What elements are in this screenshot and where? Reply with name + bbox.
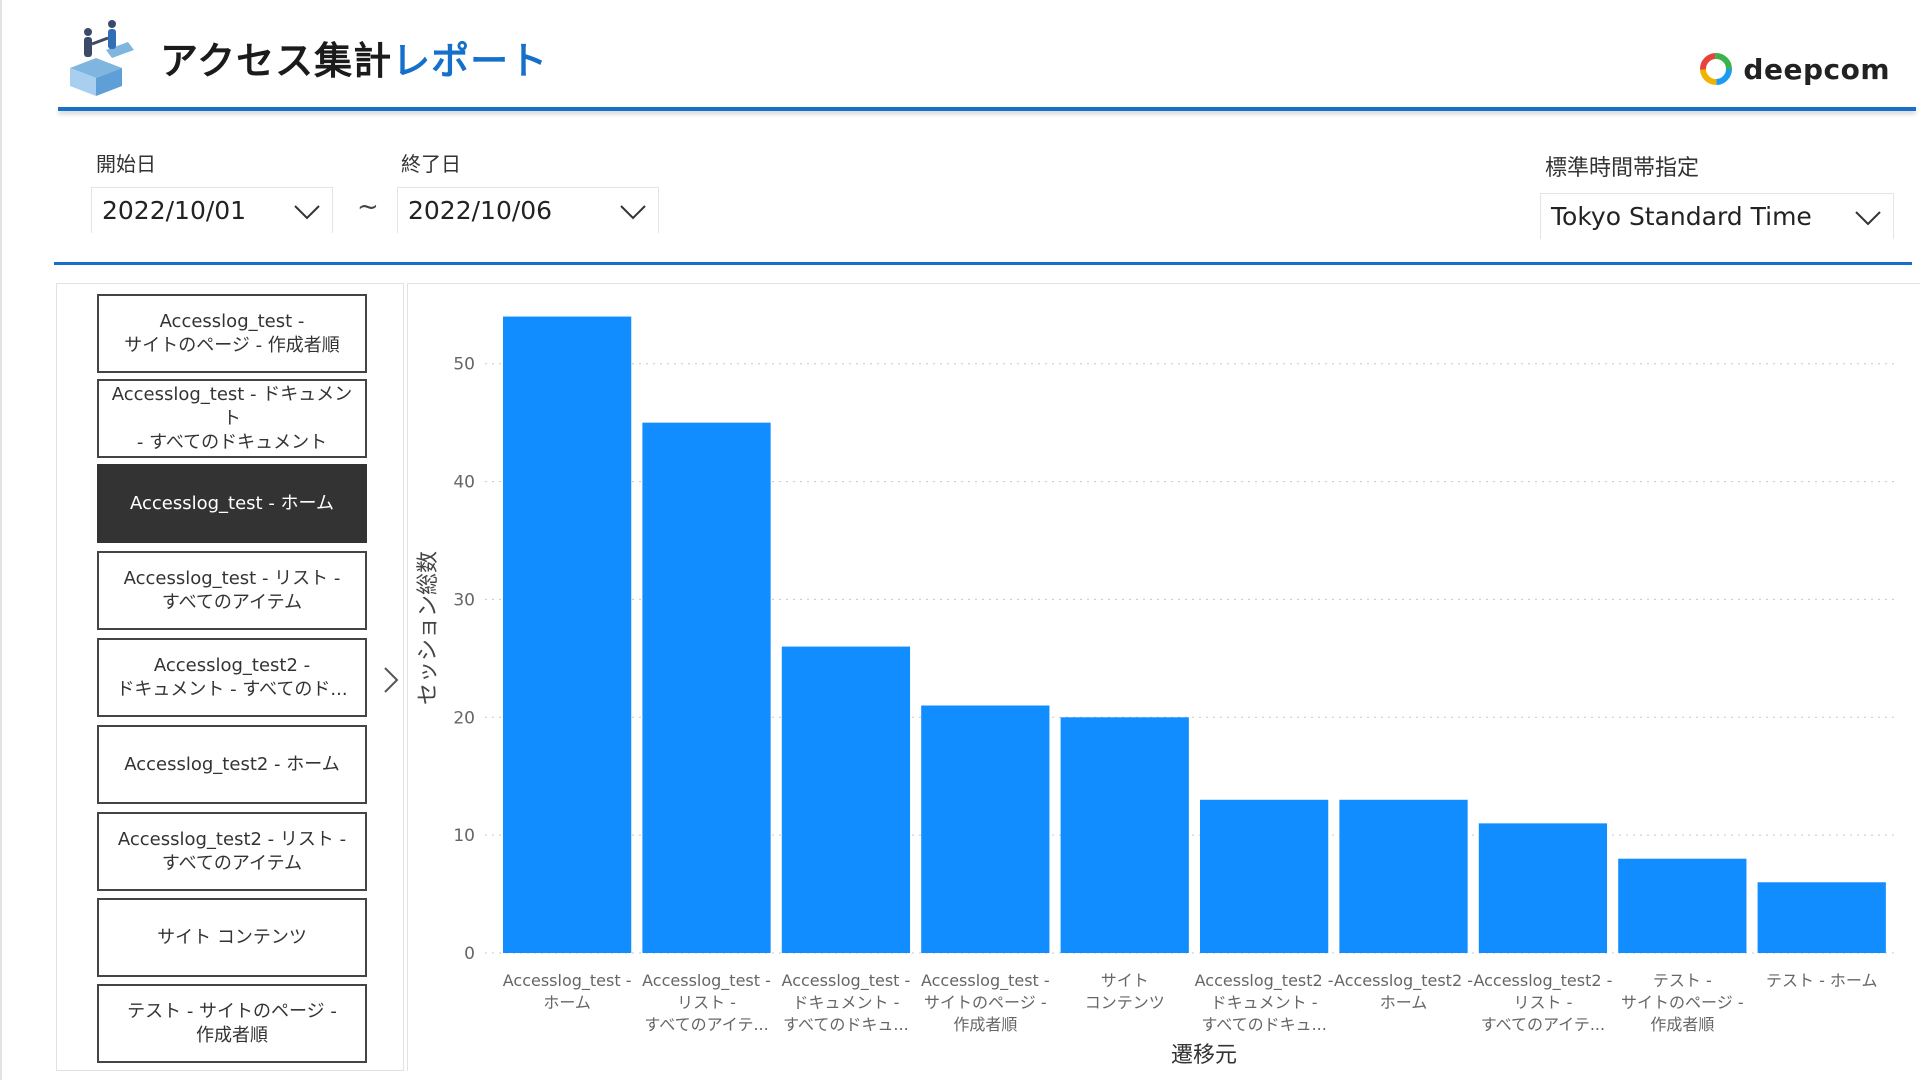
slicer-item-label: テスト - サイトのページ - 作成者順 (127, 1000, 337, 1046)
slicer-item-label: Accesslog_test2 - リスト - すべてのアイテム (117, 828, 347, 874)
x-category-label: Accesslog_test - (782, 971, 911, 991)
chevron-down-icon (1855, 210, 1881, 225)
y-tick-label: 30 (453, 590, 475, 610)
header-divider (58, 107, 1916, 111)
x-category-label: コンテンツ (1085, 993, 1165, 1012)
x-category-label: リスト - (677, 993, 736, 1012)
bar[interactable] (1060, 717, 1189, 953)
slicer-item[interactable]: Accesslog_test2 - リスト - すべてのアイテム (97, 812, 367, 891)
x-category-label: Accesslog_test2 - (1195, 971, 1334, 991)
slicer-item[interactable]: サイト コンテンツ (97, 898, 367, 977)
end-date-label: 終了日 (401, 152, 461, 176)
x-category-label: ホーム (543, 993, 591, 1012)
x-category-label: Accesslog_test2 - (1473, 971, 1612, 991)
x-category-label: ホーム (1380, 993, 1428, 1012)
x-category-label: Accesslog_test - (921, 971, 1050, 991)
slicer-item-label: サイト コンテンツ (157, 926, 307, 948)
x-category-label: すべてのアイテ... (1481, 1015, 1605, 1034)
chevron-down-icon (620, 204, 646, 219)
bar[interactable] (1200, 799, 1329, 953)
date-range-separator: ~ (357, 192, 379, 222)
x-category-label: サイトのページ - (924, 993, 1047, 1012)
deepcom-logo-icon (1700, 53, 1733, 85)
x-category-label: すべてのアイテ... (644, 1015, 768, 1034)
start-date-dropdown[interactable]: 2022/10/01 (91, 187, 333, 233)
x-category-label: Accesslog_test2 - (1334, 971, 1473, 991)
x-category-label: ドキュメント - (1211, 993, 1318, 1012)
slicer-item[interactable]: Accesslog_test2 - ドキュメント - すべてのド... (97, 638, 367, 717)
x-category-label: サイト (1101, 971, 1149, 990)
x-category-label: 作成者順 (953, 1015, 1017, 1034)
x-category-label: サイトのページ - (1621, 993, 1744, 1012)
start-date-value: 2022/10/01 (102, 196, 247, 225)
bar[interactable] (921, 705, 1050, 954)
slicer-item[interactable]: Accesslog_test - サイトのページ - 作成者順 (97, 294, 367, 373)
x-axis-title: 遷移元 (1171, 1043, 1237, 1068)
session-bar-chart: 0 10 20 30 40 50 Accesslog_test - ホーム Accesslog_… (416, 316, 1897, 1068)
page-title-main: アクセス集計 (160, 39, 393, 83)
x-category-label: リスト - (1513, 993, 1572, 1012)
slicer-item[interactable]: Accesslog_test - ドキュメント - すべてのドキュメント (97, 379, 367, 458)
slicer-item-label: Accesslog_test2 - ホーム (124, 753, 340, 775)
y-tick-label: 50 (453, 355, 475, 375)
x-category-label: Accesslog_test - (642, 971, 771, 991)
timezone-label: 標準時間帯指定 (1545, 156, 1700, 181)
bar[interactable] (781, 646, 911, 953)
brand-name: deepcom (1743, 52, 1890, 86)
x-category-label: すべてのドキュ... (783, 1015, 909, 1034)
slicer-item[interactable]: Accesslog_test - ホーム (97, 464, 367, 543)
x-category-label: Accesslog_test - (503, 971, 632, 991)
y-tick-label: 0 (464, 944, 475, 964)
source-slicer-panel: Accesslog_test - サイトのページ - 作成者順 Accesslog… (56, 283, 404, 1071)
slicer-item[interactable]: Accesslog_test2 - ホーム (97, 725, 367, 804)
filter-divider (54, 262, 1912, 265)
slicer-item-label: Accesslog_test2 - ドキュメント - すべてのド... (116, 654, 348, 700)
puzzle-people-icon (70, 20, 134, 96)
slicer-item[interactable]: テスト - サイトのページ - 作成者順 (97, 984, 367, 1063)
x-category-label: すべてのドキュ... (1201, 1015, 1327, 1034)
page-title-accent: レポート (392, 39, 549, 83)
x-category-label: 作成者順 (1650, 1015, 1714, 1034)
slicer-item-label: Accesslog_test - ホーム (129, 492, 335, 514)
end-date-dropdown[interactable]: 2022/10/06 (397, 187, 659, 233)
y-tick-label: 20 (453, 708, 475, 728)
bar[interactable] (503, 316, 632, 954)
x-category-label: テスト - ホーム (1766, 971, 1877, 990)
start-date-label: 開始日 (96, 152, 156, 176)
report-header: アクセス集計レポート deepcom (0, 0, 1920, 115)
brand-logo: deepcom (1699, 52, 1890, 86)
bar[interactable] (642, 422, 771, 954)
timezone-dropdown[interactable]: Tokyo Standard Time (1540, 193, 1894, 239)
y-tick-label: 40 (453, 473, 475, 493)
chevron-down-icon (294, 204, 320, 219)
end-date-value: 2022/10/06 (408, 196, 553, 225)
x-category-label: ドキュメント - (792, 993, 899, 1012)
bar[interactable] (1339, 799, 1468, 953)
window-edge (0, 0, 2, 1080)
slicer-item[interactable]: Accesslog_test - リスト - すべてのアイテム (97, 551, 367, 630)
bar[interactable] (1618, 858, 1747, 953)
slicer-item-label: Accesslog_test - サイトのページ - 作成者順 (124, 310, 340, 356)
y-axis-title: セッション総数 (416, 551, 441, 705)
bar[interactable] (1478, 823, 1608, 953)
x-category-label: テスト - (1653, 971, 1712, 990)
chevron-right-icon[interactable] (379, 664, 403, 696)
y-tick-label: 10 (453, 826, 475, 846)
slicer-item-label: Accesslog_test - リスト - すべてのアイテム (123, 567, 341, 613)
bar[interactable] (1757, 882, 1886, 953)
page-title: アクセス集計レポート (160, 30, 548, 85)
timezone-value: Tokyo Standard Time (1551, 202, 1812, 231)
slicer-item-label: Accesslog_test - ドキュメント - すべてのドキュメント (111, 383, 353, 453)
